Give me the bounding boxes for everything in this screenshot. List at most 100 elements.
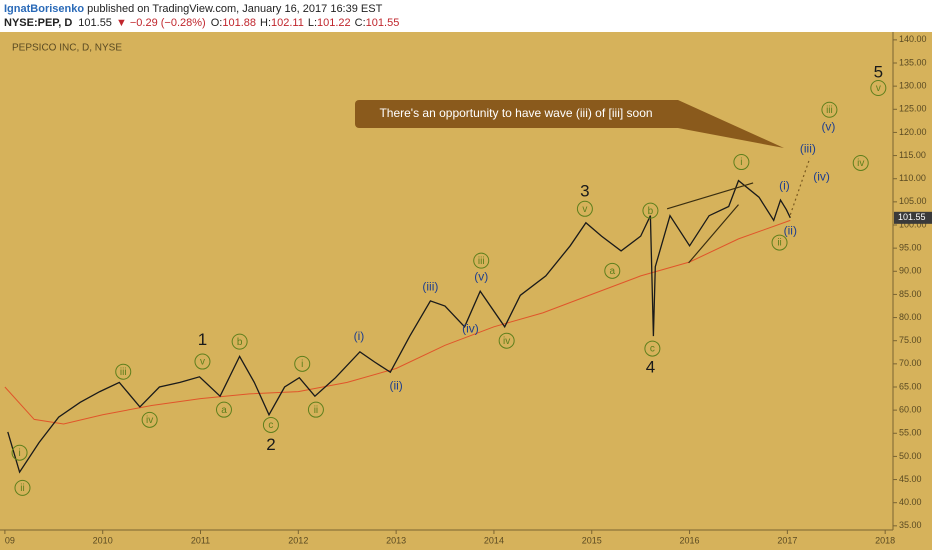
- x-tick-label: 09: [5, 535, 15, 545]
- author[interactable]: IgnatBorisenko: [4, 3, 84, 15]
- drawing-line: [688, 204, 739, 264]
- drawing-line: [666, 182, 754, 210]
- ohlc-value: 101.88: [222, 17, 256, 29]
- wave-circle: [473, 252, 490, 269]
- wave-label: i: [301, 359, 303, 370]
- y-tick-label: 115.00: [899, 150, 926, 160]
- published: published on TradingView.com, January 16…: [87, 3, 382, 15]
- header-bg: [0, 0, 932, 32]
- wave-label: (iv): [813, 170, 830, 184]
- y-tick-label: 140.00: [899, 34, 927, 44]
- y-tick-label: 70.00: [899, 358, 922, 368]
- wave-label: ii: [777, 238, 781, 249]
- header-line1: IgnatBorisenko published on TradingView.…: [4, 3, 383, 15]
- y-tick-label: 75.00: [899, 335, 922, 345]
- wave-label: b: [237, 337, 243, 348]
- wave-label: (i): [779, 178, 790, 192]
- chart-title: PEPSICO INC, D, NYSE: [12, 43, 122, 54]
- wave-label: i: [740, 157, 742, 168]
- ohlc-label: C:: [355, 17, 366, 29]
- wave-circle: [115, 363, 132, 380]
- wave-label: 5: [874, 62, 883, 81]
- wave-circle: [215, 401, 232, 418]
- wave-label: c: [650, 344, 655, 355]
- wave-circle: [498, 332, 515, 349]
- y-tick-label: 55.00: [899, 428, 922, 438]
- x-tick-label: 2012: [288, 535, 308, 545]
- wave-label: v: [582, 204, 587, 215]
- callout-box: [355, 100, 678, 128]
- x-tick-label: 2015: [582, 535, 602, 545]
- wave-circle: [852, 154, 869, 171]
- wave-label: a: [221, 405, 227, 416]
- y-tick-label: 125.00: [899, 104, 927, 114]
- y-tick-label: 110.00: [899, 173, 926, 183]
- wave-label: c: [268, 420, 273, 431]
- wave-label: v: [200, 357, 205, 368]
- wave-circle: [307, 401, 324, 418]
- series-line: [7, 179, 791, 474]
- wave-circle: [733, 154, 750, 171]
- wave-label: (iii): [800, 141, 816, 155]
- wave-label: (v): [821, 120, 835, 134]
- y-tick-label: 130.00: [899, 81, 927, 91]
- x-tick-label: 2017: [777, 535, 797, 545]
- wave-label: b: [648, 206, 654, 217]
- wave-circle: [141, 411, 158, 428]
- y-tick-label: 35.00: [899, 520, 922, 530]
- wave-label: iv: [857, 158, 864, 169]
- y-tick-label: 105.00: [899, 196, 927, 206]
- y-tick-label: 45.00: [899, 474, 922, 484]
- wave-circle: [771, 234, 788, 251]
- x-tick-label: 2014: [484, 535, 504, 545]
- wave-circle: [604, 262, 621, 279]
- wave-circle: [231, 333, 248, 350]
- y-tick-label: 135.00: [899, 57, 927, 67]
- wave-label: v: [876, 83, 881, 94]
- x-tick-label: 2013: [386, 535, 406, 545]
- y-tick-label: 40.00: [899, 497, 922, 507]
- wave-circle: [11, 444, 28, 461]
- ohlc-value: 102.11: [271, 17, 304, 29]
- callout-text: There's an opportunity to have wave (iii…: [379, 106, 652, 120]
- wave-label: iv: [503, 336, 510, 347]
- wave-label: iii: [478, 256, 485, 267]
- x-tick-label: 2011: [191, 535, 210, 545]
- y-tick-label: 60.00: [899, 405, 922, 415]
- wave-label: i: [18, 448, 20, 459]
- wave-circle: [870, 80, 887, 97]
- ohlc-value: 101.55: [366, 17, 400, 29]
- wave-label: 3: [580, 182, 589, 201]
- wave-circle: [14, 479, 31, 496]
- ohlc-label: O:: [211, 17, 223, 29]
- last: 101.55: [78, 17, 112, 29]
- y-tick-label: 120.00: [899, 127, 927, 137]
- y-tick-label: 90.00: [899, 266, 922, 276]
- y-tick-label: 65.00: [899, 381, 922, 391]
- ohlc-value: 101.22: [317, 17, 351, 29]
- y-tick-label: 95.00: [899, 243, 922, 253]
- wave-label: a: [610, 266, 616, 277]
- change: ▼ −0.29 (−0.28%): [116, 17, 206, 29]
- wave-circle: [642, 202, 659, 219]
- wave-label: (i): [354, 329, 365, 343]
- x-tick-label: 2018: [875, 535, 895, 545]
- wave-label: (ii): [784, 224, 797, 238]
- wave-circle: [821, 101, 838, 118]
- last-price-box: [894, 211, 932, 224]
- header-line2: NYSE:PEP, D 101.55 ▼ −0.29 (−0.28%) O:101.8…: [4, 17, 399, 29]
- ohlc-label: H:: [260, 17, 271, 29]
- wave-label: ii: [20, 483, 24, 494]
- wave-circle: [194, 353, 211, 370]
- wave-circle: [644, 340, 661, 357]
- wave-label: 2: [266, 435, 275, 454]
- y-tick-label: 100.00: [899, 219, 927, 229]
- wave-circle: [576, 200, 593, 217]
- x-tick-label: 2016: [680, 535, 700, 545]
- y-tick-label: 50.00: [899, 451, 922, 461]
- wave-label: ii: [314, 405, 318, 416]
- y-tick-label: 80.00: [899, 312, 922, 322]
- wave-circle: [294, 355, 311, 372]
- x-tick-label: 2010: [93, 535, 113, 545]
